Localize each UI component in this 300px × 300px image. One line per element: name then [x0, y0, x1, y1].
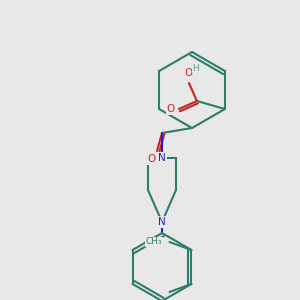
Text: CH₃: CH₃	[146, 238, 162, 247]
Text: O: O	[185, 68, 193, 78]
Text: O: O	[167, 104, 175, 114]
Text: N: N	[158, 217, 166, 227]
Text: N: N	[158, 153, 166, 163]
Text: O: O	[148, 154, 156, 164]
Text: H: H	[193, 64, 199, 73]
